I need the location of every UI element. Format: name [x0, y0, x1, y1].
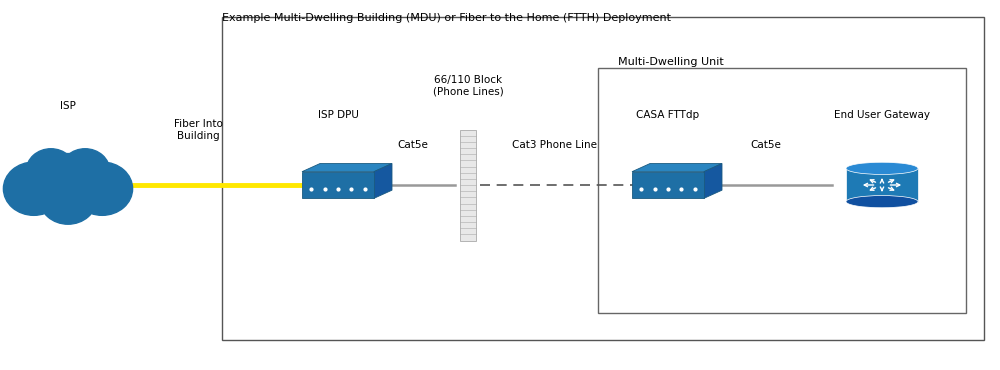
Ellipse shape — [40, 174, 96, 224]
Polygon shape — [704, 164, 722, 198]
Polygon shape — [302, 164, 392, 172]
Text: Multi-Dwelling Unit: Multi-Dwelling Unit — [618, 57, 724, 67]
Bar — [460, 130, 476, 240]
Text: 66/110 Block
(Phone Lines): 66/110 Block (Phone Lines) — [433, 75, 503, 96]
Text: ISP: ISP — [60, 101, 76, 111]
Text: CASA FTTdp: CASA FTTdp — [636, 110, 700, 120]
Bar — [598, 68, 966, 313]
Text: Cat5e: Cat5e — [751, 140, 781, 150]
Text: Fiber Into
Building: Fiber Into Building — [174, 119, 222, 141]
Bar — [302, 172, 374, 198]
Bar — [222, 17, 984, 340]
Polygon shape — [374, 164, 392, 198]
Text: Example Multi-Dwelling Building (MDU) or Fiber to the Home (FTTH) Deployment: Example Multi-Dwelling Building (MDU) or… — [222, 13, 671, 23]
Ellipse shape — [846, 195, 918, 208]
Text: Cat5e: Cat5e — [398, 140, 428, 150]
Polygon shape — [632, 164, 722, 172]
Ellipse shape — [846, 162, 918, 174]
Text: Cat3 Phone Line: Cat3 Phone Line — [512, 140, 598, 150]
Ellipse shape — [26, 149, 76, 193]
Bar — [632, 172, 704, 198]
Bar — [846, 168, 918, 202]
Text: End User Gateway: End User Gateway — [834, 110, 930, 120]
Ellipse shape — [30, 154, 106, 216]
Text: ISP DPU: ISP DPU — [318, 110, 358, 120]
Ellipse shape — [3, 162, 64, 215]
Ellipse shape — [60, 149, 110, 193]
Ellipse shape — [72, 162, 133, 215]
